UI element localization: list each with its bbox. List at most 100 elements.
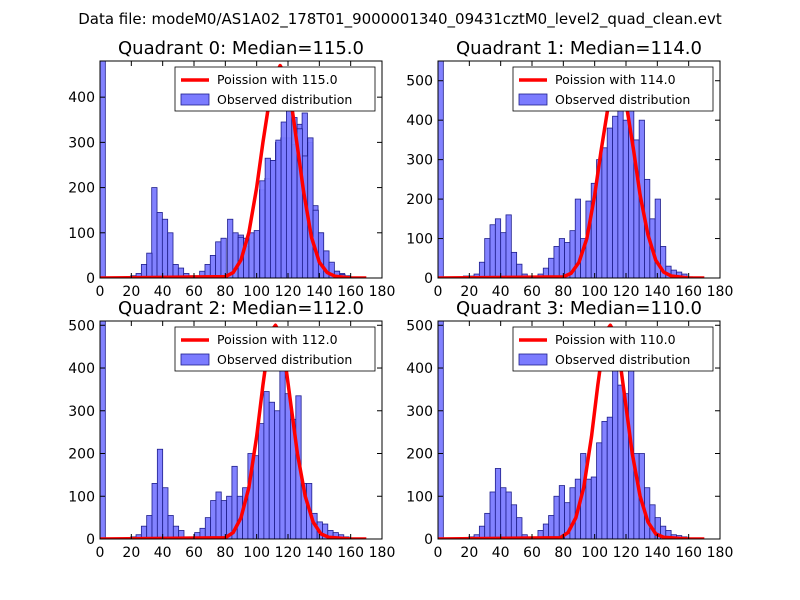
y-tick-label: 400 [68,361,95,377]
x-tick-label: 60 [185,545,203,561]
histogram-bar [606,127,613,278]
histogram-bar [553,495,560,539]
histogram-bar [280,121,287,278]
x-tick-label: 20 [122,284,140,300]
histogram-bar [585,478,592,539]
x-tick-label: 0 [96,284,105,300]
y-tick-label: 200 [68,181,95,197]
histogram-bar [478,261,486,278]
histogram-bar [494,468,502,539]
histogram-bar [606,416,613,539]
y-tick-label: 400 [68,90,95,106]
histogram-bar [268,401,275,539]
axes-frame [99,60,383,279]
x-tick-label: 80 [216,284,234,300]
legend-label-poisson: Poission with 115.0 [217,72,338,87]
y-tick-label: 200 [68,447,95,463]
histogram-bar [484,512,491,539]
histogram-bar [489,224,496,278]
histogram-bar [622,119,629,278]
histogram-bar [612,115,619,278]
histogram-bar [601,421,608,539]
histogram-bar [284,393,291,539]
y-tick-label: 300 [406,153,433,169]
x-tick-label: 160 [675,545,702,561]
y-tick-label: 500 [406,74,433,90]
x-tick-label: 140 [306,545,333,561]
figure-suptitle: Data file: modeM0/AS1A02_178T01_90000013… [78,10,722,29]
histogram-bar [100,321,106,539]
histogram-bar [601,147,608,278]
y-tick-label: 0 [86,532,95,548]
histogram-bar [178,530,185,539]
x-tick-label: 160 [675,284,702,300]
x-tick-label: 60 [523,284,541,300]
axes-frame [99,320,383,540]
histogram-bar [270,160,277,278]
x-tick-label: 100 [581,545,608,561]
x-tick-label: 180 [707,545,734,561]
x-tick-label: 20 [460,545,478,561]
histogram-bar [654,198,661,278]
legend-label-observed: Observed distribution [217,352,352,367]
histogram-bar [209,254,217,278]
x-tick-label: 120 [275,284,302,300]
x-tick-label: 140 [644,284,671,300]
x-tick-label: 60 [523,545,541,561]
x-tick-label: 180 [369,545,396,561]
legend-label-observed: Observed distribution [555,92,690,107]
quadrant-panel-1: 0 20 40 60 80 100 120 140 160 180 0 100 200 300 400 500… [406,38,733,300]
histogram-bar [263,391,270,539]
histogram-bar [505,491,512,539]
x-tick-label: 140 [644,545,671,561]
x-tick-label: 100 [243,545,270,561]
legend: Poission with 112.0 Observed distribution [174,326,376,372]
y-tick-label: 100 [68,226,95,242]
axes-frame [437,320,721,540]
y-tick-label: 500 [406,318,433,334]
histogram-bar [264,157,271,278]
y-tick-label: 300 [406,404,433,420]
x-tick-label: 100 [581,284,608,300]
panel-title: Quadrant 3: Median=110.0 [456,298,702,319]
histogram-bar [500,232,507,278]
histogram-bar [489,491,496,539]
x-tick-label: 160 [337,545,364,561]
histogram-bar [553,246,560,278]
x-tick-label: 120 [275,545,302,561]
y-tick-label: 300 [68,404,95,420]
histogram-bar [258,423,265,539]
histogram-bar [220,500,227,539]
legend: Poission with 115.0 Observed distribution [174,66,376,112]
x-tick-label: 40 [492,284,510,300]
legend-label-poisson: Poission with 114.0 [555,72,676,87]
histogram-bar [500,487,507,539]
histogram-bar [510,251,518,278]
panel-title: Quadrant 0: Median=115.0 [118,38,364,59]
legend-hist-swatch [180,93,210,106]
histogram-bar [558,238,565,278]
x-tick-label: 0 [434,545,443,561]
x-tick-label: 80 [554,545,572,561]
histogram-bar [146,252,153,278]
histogram-bar [161,218,169,278]
histogram-bar [156,448,164,539]
histogram-bar [548,515,555,539]
histogram-bar [612,369,619,539]
x-tick-label: 120 [613,284,640,300]
x-tick-label: 40 [154,284,172,300]
legend-label-poisson: Poission with 110.0 [555,332,676,347]
x-tick-label: 60 [185,284,203,300]
quadrant-panel-0: 0 20 40 60 80 100 120 140 160 180 0 100 200 300 400 Qua… [68,38,395,300]
histogram-bar [660,246,667,278]
x-tick-label: 40 [154,545,172,561]
histogram-bar [151,483,158,539]
x-tick-label: 140 [306,284,333,300]
legend-hist-swatch [180,353,210,366]
x-tick-label: 160 [337,284,364,300]
histogram-bar [167,515,174,539]
histogram-bar [494,218,502,278]
x-tick-label: 40 [492,545,510,561]
histogram-bar [516,263,523,278]
legend-label-observed: Observed distribution [555,352,690,367]
